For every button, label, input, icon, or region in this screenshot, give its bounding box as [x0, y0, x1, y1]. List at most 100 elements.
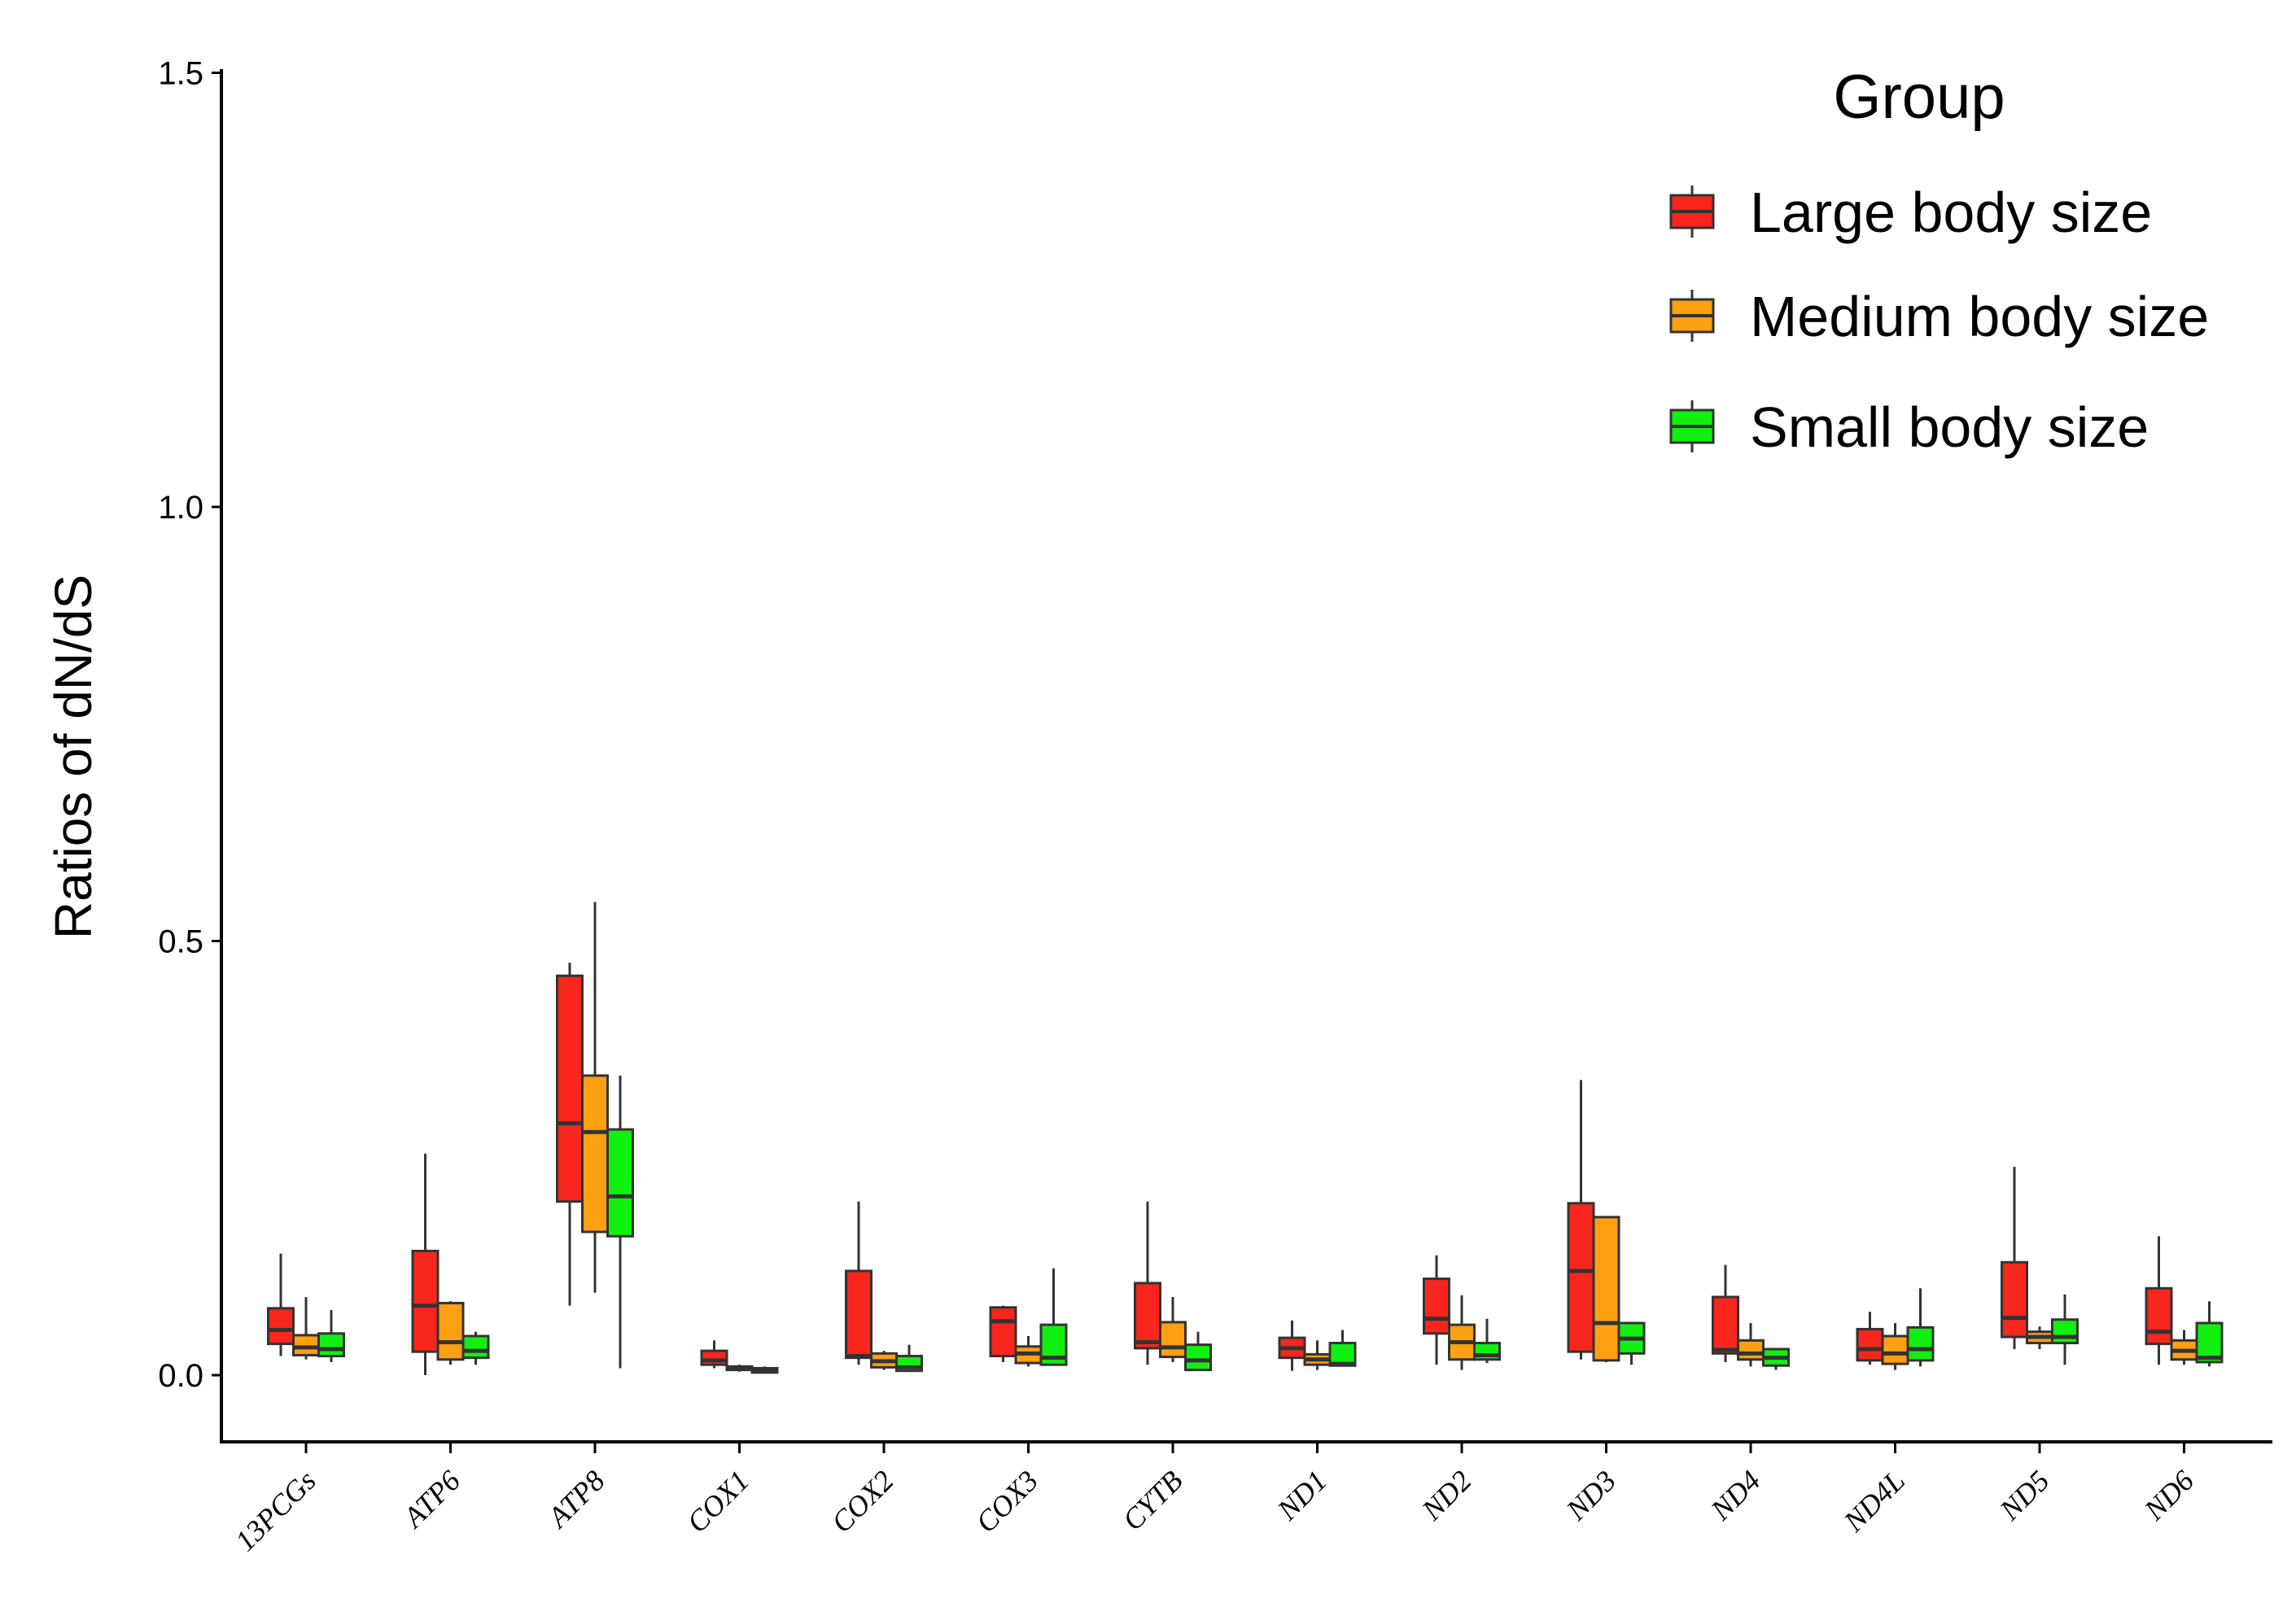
x-tick-label: ND6 — [2137, 1464, 2200, 1526]
box-body — [1881, 1334, 1909, 1365]
x-tick-label: ND2 — [1415, 1464, 1478, 1526]
box — [2195, 1301, 2224, 1367]
box — [845, 1201, 872, 1365]
legend-item: Medium body size — [1669, 285, 2209, 348]
box — [1617, 1321, 1646, 1365]
box-body — [1134, 1282, 1161, 1350]
box — [461, 1331, 490, 1365]
box — [1881, 1322, 1909, 1370]
x-tick-label: ND3 — [1559, 1464, 1622, 1526]
box-body — [2051, 1318, 2079, 1345]
box-body — [411, 1249, 440, 1353]
x-ticks: 13PCGs ATP6 ATP8 COX1 COX2 COX3 CYTB ND1 ND2 ND3 N… — [229, 1442, 2200, 1557]
box — [1423, 1255, 1450, 1365]
legend-label: Large body size — [1750, 181, 2152, 244]
box-body — [2195, 1321, 2224, 1364]
box-body — [700, 1349, 728, 1366]
box-body — [1906, 1326, 1935, 1362]
x-tick-label: CYTB — [1117, 1464, 1189, 1536]
legend-item: Small body size — [1669, 395, 2149, 459]
box — [1473, 1318, 1501, 1364]
y-tick-label: 1.0 — [158, 490, 203, 526]
box-body — [267, 1307, 295, 1346]
box-body — [1592, 1216, 1620, 1362]
box-body — [606, 1128, 634, 1238]
box — [1303, 1340, 1332, 1370]
box — [411, 1153, 440, 1375]
legend-title: Group — [1833, 63, 2005, 132]
box-body — [1184, 1343, 1212, 1372]
y-tick-label: 0.0 — [158, 1358, 203, 1394]
box — [581, 902, 609, 1293]
box — [1712, 1264, 1739, 1362]
box — [292, 1296, 320, 1360]
box — [1567, 1080, 1595, 1360]
x-tick-label: COX1 — [680, 1464, 755, 1539]
box — [606, 1075, 634, 1369]
legend-label: Small body size — [1750, 395, 2149, 459]
legend-items: Large body size Medium body size Small bod… — [1669, 181, 2209, 459]
box-body — [989, 1306, 1017, 1358]
box-body — [1159, 1321, 1187, 1359]
box-body — [2145, 1286, 2173, 1346]
box-body — [1737, 1339, 1765, 1361]
box — [2051, 1294, 2079, 1365]
box — [317, 1309, 345, 1362]
box — [2001, 1166, 2028, 1349]
legend: Group Large body size Medium body size Sma… — [1669, 63, 2209, 459]
box-body — [1423, 1278, 1450, 1335]
box-body — [461, 1334, 490, 1360]
y-tick-label: 0.5 — [158, 924, 203, 960]
legend-item: Large body size — [1669, 181, 2152, 244]
box-body — [556, 974, 584, 1203]
x-tick-label: 13PCGs — [229, 1464, 322, 1557]
box — [1906, 1288, 1935, 1367]
box — [1159, 1296, 1187, 1362]
box — [895, 1344, 923, 1373]
x-tick-label: ND5 — [1993, 1464, 2056, 1526]
y-tick-label: 1.5 — [158, 56, 203, 92]
legend-label: Medium body size — [1750, 285, 2209, 348]
box-body — [2001, 1260, 2028, 1339]
box — [1328, 1330, 1357, 1367]
box-body — [292, 1334, 320, 1356]
box — [1762, 1347, 1790, 1370]
box — [1737, 1322, 1765, 1367]
box — [1278, 1320, 1306, 1371]
box — [1039, 1268, 1068, 1366]
box — [267, 1253, 295, 1356]
box — [1014, 1335, 1043, 1367]
box — [1134, 1201, 1161, 1365]
x-tick-label: ATP8 — [540, 1464, 611, 1535]
x-tick-label: ND4L — [1837, 1464, 1911, 1538]
y-axis-label: Ratios of dN/dS — [44, 574, 103, 939]
box — [700, 1340, 728, 1369]
x-tick-label: ND1 — [1270, 1464, 1333, 1526]
x-tick-label: COX3 — [969, 1464, 1044, 1539]
x-tick-label: COX2 — [825, 1464, 900, 1539]
box-body — [317, 1332, 345, 1358]
box-body — [1856, 1327, 1884, 1362]
box — [436, 1301, 465, 1365]
box — [750, 1366, 779, 1374]
box-body — [1567, 1202, 1595, 1353]
boxes — [267, 902, 2224, 1375]
box — [1856, 1312, 1884, 1365]
box — [870, 1351, 898, 1370]
box-body — [845, 1269, 872, 1360]
box — [1448, 1295, 1476, 1370]
y-ticks: 0.0 0.5 1.0 1.5 — [158, 56, 221, 1394]
x-tick-label: ATP6 — [396, 1464, 466, 1535]
box — [1184, 1331, 1212, 1372]
box — [989, 1305, 1017, 1362]
box-body — [581, 1074, 609, 1234]
box — [2170, 1330, 2198, 1365]
x-tick-label: ND4 — [1704, 1464, 1767, 1526]
box-body — [1712, 1295, 1739, 1355]
box — [1592, 1216, 1620, 1362]
box-body — [436, 1301, 465, 1361]
box — [556, 963, 584, 1306]
box — [2026, 1326, 2053, 1349]
box — [725, 1365, 754, 1372]
